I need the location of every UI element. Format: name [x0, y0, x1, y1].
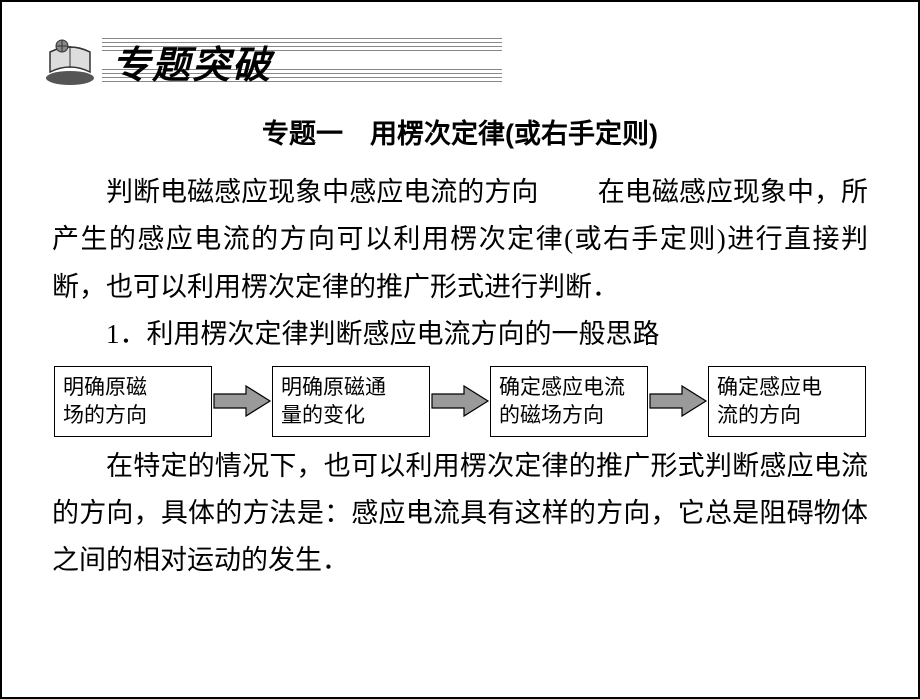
- flow-box-2: 明确原磁通量的变化: [272, 366, 430, 437]
- arrow-icon: [212, 383, 272, 419]
- paragraph-3: 在特定的情况下，也可以利用楞次定律的推广形式判断感应电流的方向，具体的方法是：感…: [52, 443, 868, 585]
- flow-box-4: 确定感应电流的方向: [708, 366, 866, 437]
- paragraph-1: 判断电磁感应现象中感应电流的方向在电磁感应现象中，所产生的感应电流的方向可以利用…: [52, 169, 868, 311]
- topic-subtitle: 专题一 用楞次定律(或右手定则): [52, 112, 868, 151]
- book-icon: [42, 32, 98, 88]
- paragraph-2: 1．利用楞次定律判断感应电流方向的一般思路: [52, 311, 868, 358]
- flow-box-3: 确定感应电流的磁场方向: [490, 366, 648, 437]
- para1-lead: 判断电磁感应现象中感应电流的方向: [106, 177, 538, 207]
- arrow-icon: [648, 383, 708, 419]
- body-text: 判断电磁感应现象中感应电流的方向在电磁感应现象中，所产生的感应电流的方向可以利用…: [52, 169, 868, 358]
- flow-box-1: 明确原磁场的方向: [54, 366, 212, 437]
- body-text-2: 在特定的情况下，也可以利用楞次定律的推广形式判断感应电流的方向，具体的方法是：感…: [52, 443, 868, 585]
- arrow-icon: [430, 383, 490, 419]
- section-banner: 专题突破: [42, 32, 868, 88]
- banner-stripes: 专题突破: [102, 32, 502, 88]
- banner-title: 专题突破: [112, 34, 272, 89]
- flowchart: 明确原磁场的方向 明确原磁通量的变化 确定感应电流的磁场方向 确定感应电流的方向: [52, 366, 868, 437]
